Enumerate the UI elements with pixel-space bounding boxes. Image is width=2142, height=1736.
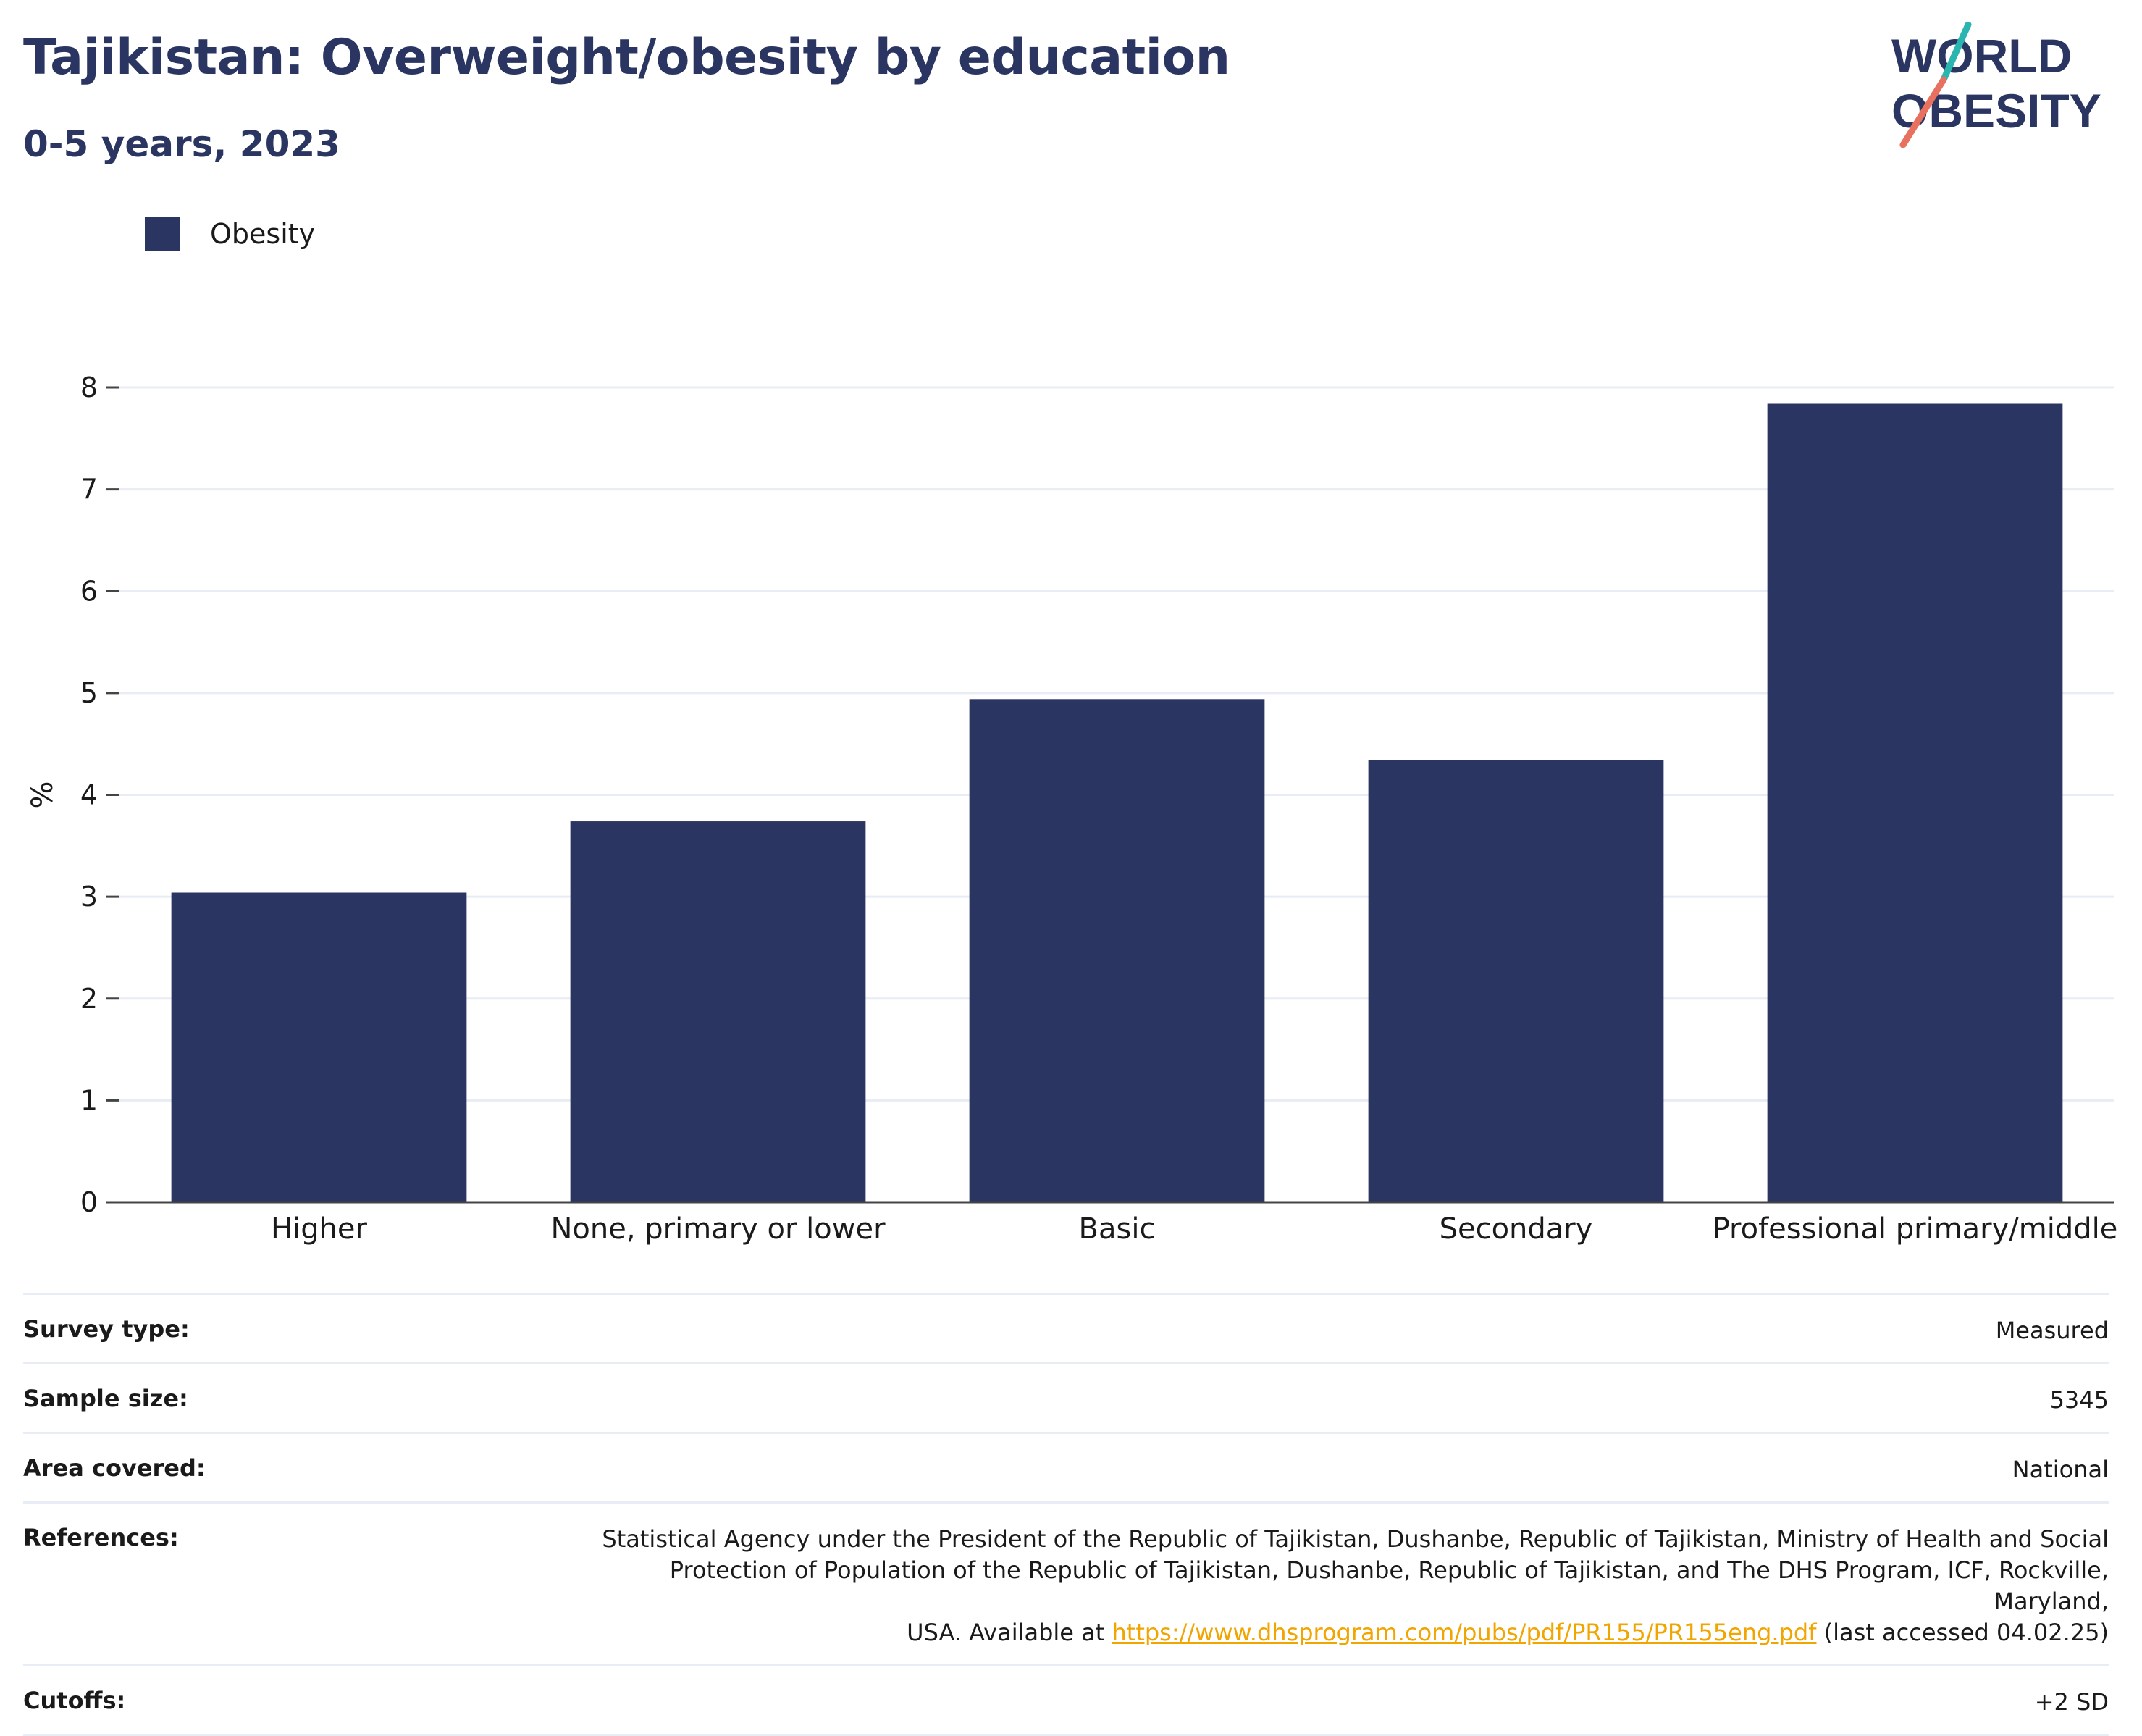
info-row-area-covered: Area covered: National — [23, 1432, 2109, 1501]
info-row-cutoffs: Cutoffs: +2 SD — [23, 1664, 2109, 1736]
references-line-3-prefix: USA. Available at — [907, 1619, 1112, 1646]
references-label: References: — [23, 1524, 179, 1551]
x-tick-label-1: None, primary or lower — [550, 1212, 886, 1246]
area-covered-value: National — [2012, 1456, 2109, 1483]
y-tick-label-1: 1 — [80, 1084, 98, 1116]
y-tick-label-0: 0 — [80, 1186, 98, 1218]
world-obesity-logo: WORLD OBESITY — [1891, 22, 2101, 148]
references-line-1: Statistical Agency under the President o… — [602, 1525, 2109, 1553]
survey-info-table: Survey type: Measured Sample size: 5345 … — [23, 1293, 2109, 1736]
y-tick-label-7: 7 — [80, 474, 98, 506]
info-row-references: References: Statistical Agency under the… — [23, 1501, 2109, 1664]
legend-swatch-obesity — [145, 217, 180, 251]
x-tick-label-3: Secondary — [1440, 1212, 1593, 1246]
y-tick-label-4: 4 — [80, 779, 98, 811]
bar-basic — [969, 699, 1265, 1202]
references-link[interactable]: https://www.dhsprogram.com/pubs/pdf/PR15… — [1112, 1619, 1817, 1646]
cutoffs-value: +2 SD — [2034, 1688, 2109, 1716]
sample-size-label: Sample size: — [23, 1385, 188, 1412]
bar-chart: 0 1 2 3 4 5 6 7 8% Higher None, primary or lower Ba… — [26, 372, 2118, 1246]
bar-none-primary-or-lower — [570, 821, 866, 1202]
x-tick-label-0: Higher — [271, 1212, 368, 1246]
chart-subtitle: 0-5 years, 2023 — [23, 123, 340, 165]
cutoffs-label: Cutoffs: — [23, 1687, 126, 1714]
logo-word-world: WORLD — [1891, 29, 2072, 83]
references-line-3-suffix: (last accessed 04.02.25) — [1816, 1619, 2109, 1646]
chart-title: Tajikistan: Overweight/obesity by educat… — [23, 29, 1230, 86]
y-tick-label-2: 2 — [80, 983, 98, 1015]
x-tick-label-4: Professional primary/middle — [1713, 1212, 2118, 1246]
logo-slash-coral — [1899, 76, 1947, 148]
sample-size-value: 5345 — [2049, 1386, 2109, 1414]
survey-type-value: Measured — [1995, 1317, 2109, 1344]
y-tick-label-6: 6 — [80, 575, 98, 607]
y-tick-label-3: 3 — [80, 881, 98, 913]
x-tick-label-2: Basic — [1079, 1212, 1156, 1246]
references-value: Statistical Agency under the President o… — [574, 1524, 2109, 1648]
y-tick-label-5: 5 — [80, 677, 98, 709]
references-line-2: Protection of Population of the Republic… — [669, 1556, 2109, 1615]
legend[interactable]: Obesity — [145, 217, 315, 251]
y-axis-label: % — [26, 781, 59, 808]
info-row-survey-type: Survey type: Measured — [23, 1293, 2109, 1362]
logo-slash-teal — [1940, 22, 1972, 83]
area-covered-label: Area covered: — [23, 1454, 206, 1482]
legend-label-obesity: Obesity — [210, 218, 316, 250]
bar-professional-primary-middle — [1767, 403, 2063, 1202]
y-tick-label-8: 8 — [80, 372, 98, 403]
bar-higher — [171, 892, 467, 1202]
info-row-sample-size: Sample size: 5345 — [23, 1362, 2109, 1432]
survey-type-label: Survey type: — [23, 1315, 190, 1343]
bar-secondary — [1368, 760, 1664, 1202]
